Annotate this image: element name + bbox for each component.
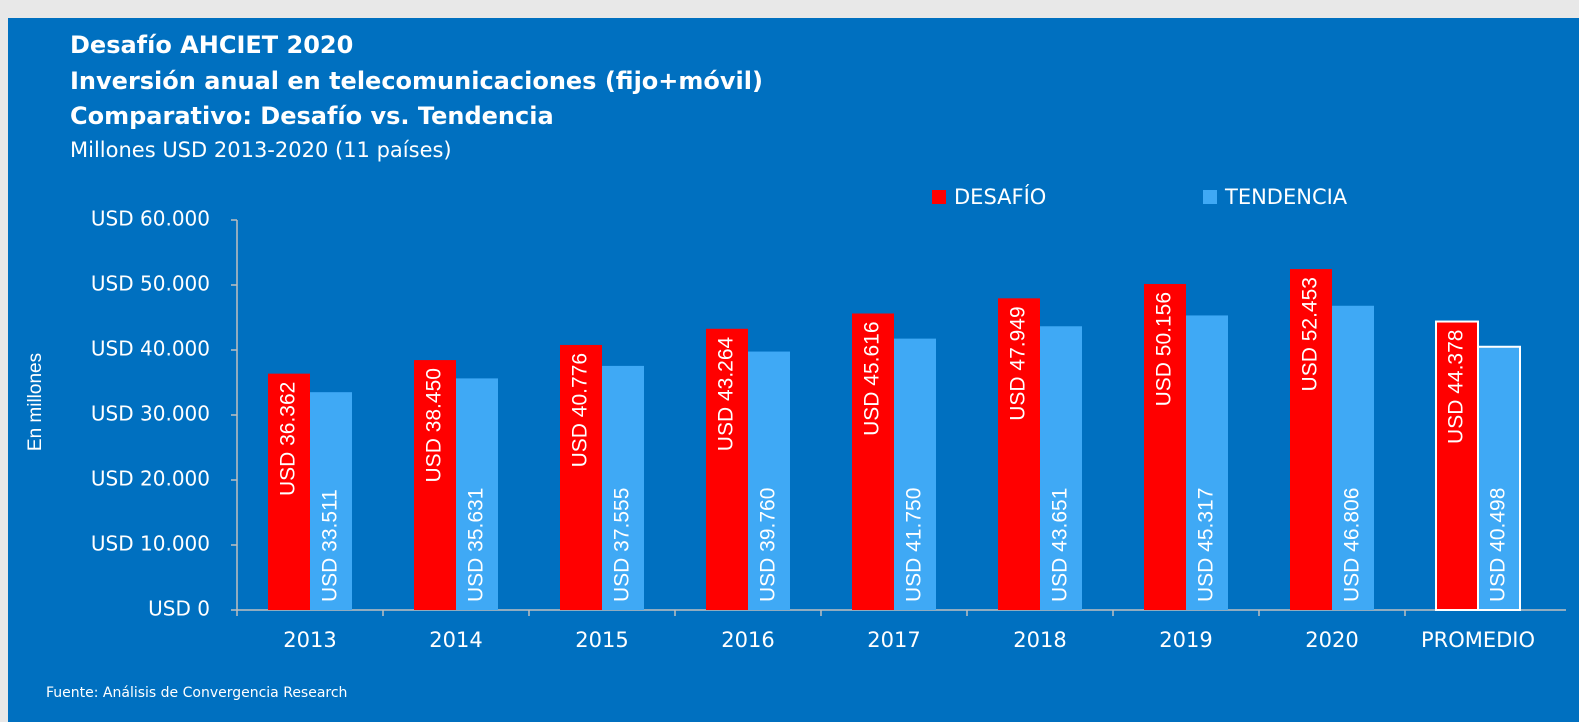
value-label: USD 52.453: [1299, 277, 1322, 391]
y-tick-label: USD 40.000: [91, 337, 210, 361]
bar: [1290, 269, 1332, 610]
bar: [268, 373, 310, 610]
subtitle: Millones USD 2013-2020 (11 países): [70, 138, 452, 162]
bar: [1186, 315, 1228, 610]
value-label: USD 43.264: [715, 336, 738, 451]
bar: [1477, 345, 1521, 611]
x-tick-label: 2014: [429, 628, 482, 652]
bar: [998, 298, 1040, 610]
value-label: USD 43.651: [1049, 488, 1072, 602]
value-label: USD 39.760: [757, 488, 780, 602]
bar: [310, 392, 352, 610]
value-label: USD 33.511: [319, 489, 342, 602]
title-line: Comparativo: Desafío vs. Tendencia: [70, 102, 554, 130]
y-axis-label: En millones: [25, 353, 46, 451]
value-label: USD 35.631: [465, 488, 488, 602]
value-label: USD 45.317: [1195, 488, 1218, 602]
value-label: USD 36.362: [277, 382, 300, 496]
legend-label: TENDENCIA: [1224, 185, 1348, 209]
value-label: USD 44.378: [1445, 330, 1468, 444]
value-label: USD 46.806: [1341, 488, 1364, 602]
value-label: USD 50.156: [1153, 292, 1176, 406]
value-label: USD 38.450: [423, 368, 446, 482]
bar: [414, 360, 456, 610]
bar: [748, 351, 790, 610]
legend-swatch: [932, 190, 946, 204]
bar: [1144, 283, 1186, 610]
title-line: Inversión anual en telecomunicaciones (f…: [70, 67, 763, 95]
x-tick-label: 2016: [721, 628, 774, 652]
bar: [602, 365, 644, 610]
title-line: Desafío AHCIET 2020: [70, 31, 353, 59]
x-tick-label: 2017: [867, 628, 920, 652]
bar: [706, 328, 748, 610]
bar: [1040, 326, 1082, 610]
source: Fuente: Análisis de Convergencia Researc…: [46, 685, 347, 701]
y-tick-label: USD 30.000: [91, 402, 210, 426]
bar: [1332, 305, 1374, 610]
y-tick-label: USD 0: [148, 597, 210, 621]
x-tick-label: 2013: [283, 628, 336, 652]
value-label: USD 47.949: [1007, 306, 1030, 420]
bar: [852, 313, 894, 610]
y-tick-label: USD 50.000: [91, 272, 210, 296]
value-label: USD 40.498: [1487, 488, 1510, 602]
value-label: USD 37.555: [611, 488, 634, 602]
value-label: USD 45.616: [861, 321, 884, 435]
bar: [560, 344, 602, 610]
value-label: USD 40.776: [569, 353, 592, 467]
value-label: USD 41.750: [903, 488, 926, 602]
x-tick-label: 2019: [1159, 628, 1212, 652]
y-tick-label: USD 10.000: [91, 532, 210, 556]
legend-swatch: [1203, 190, 1217, 204]
x-tick-label: 2018: [1013, 628, 1066, 652]
x-tick-label: 2020: [1305, 628, 1358, 652]
x-tick-label: PROMEDIO: [1421, 628, 1535, 652]
y-tick-label: USD 60.000: [91, 207, 210, 231]
bar: [456, 378, 498, 610]
bar: [894, 338, 936, 610]
legend-label: DESAFÍO: [954, 184, 1046, 209]
y-tick-label: USD 20.000: [91, 467, 210, 491]
x-tick-label: 2015: [575, 628, 628, 652]
